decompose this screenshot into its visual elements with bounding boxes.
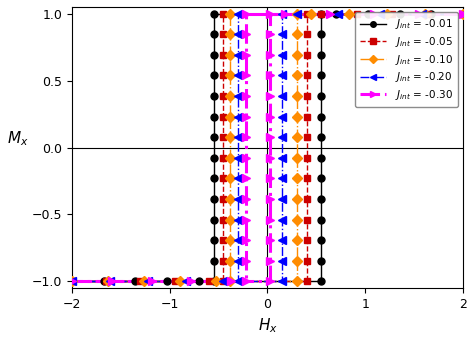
Legend: $J_{int}$ = -0.01, $J_{int}$ = -0.05, $J_{int}$ = -0.10, $J_{int}$ = -0.20, $J_{: $J_{int}$ = -0.01, $J_{int}$ = -0.05, $J… (355, 12, 458, 107)
X-axis label: $H_x$: $H_x$ (257, 316, 277, 335)
Y-axis label: $M_x$: $M_x$ (7, 129, 28, 147)
